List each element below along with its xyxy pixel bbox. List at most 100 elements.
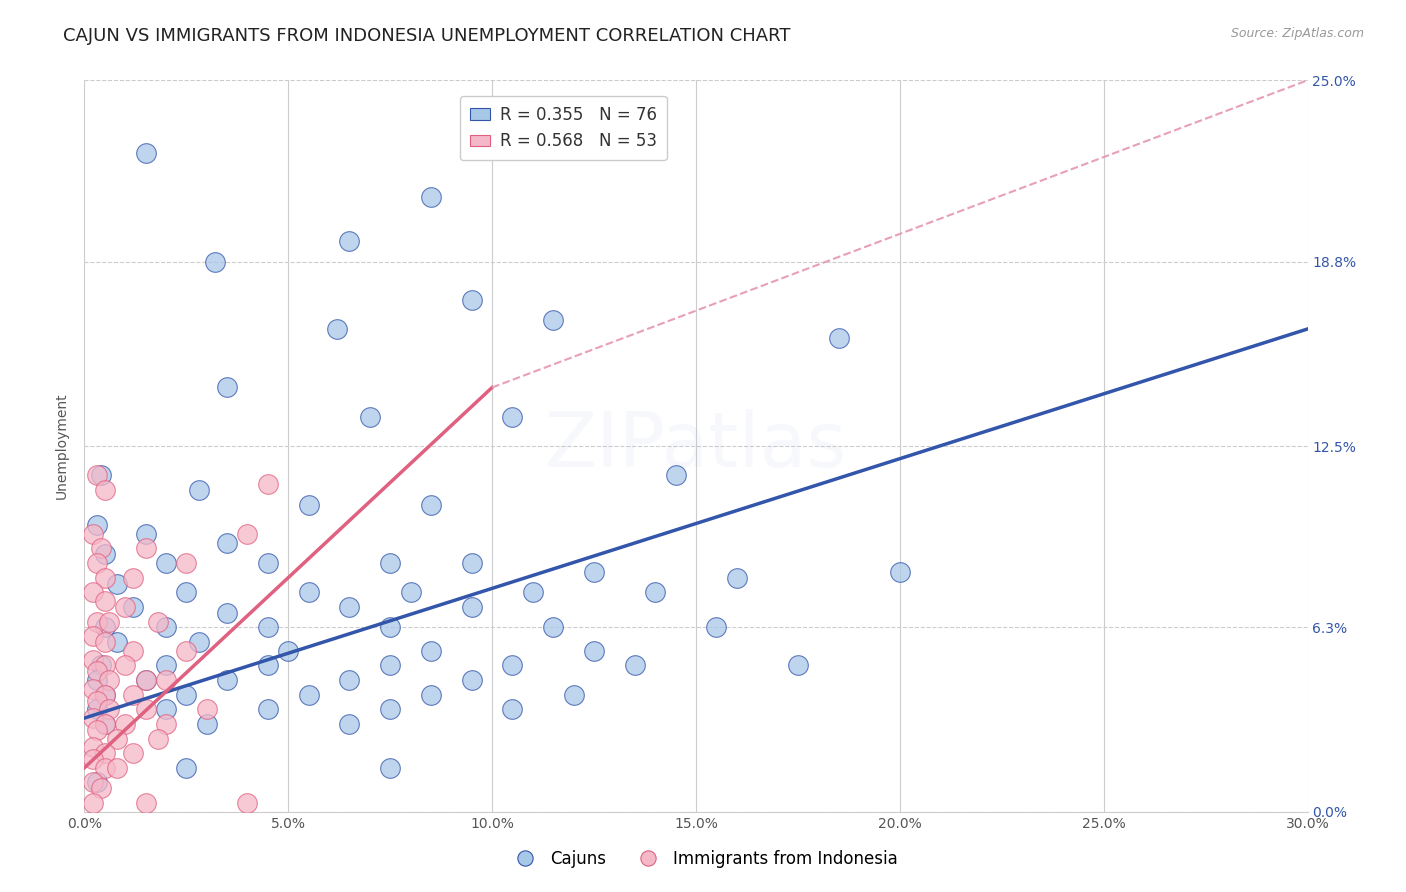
Point — [122, 644, 145, 658]
Point — [725, 571, 748, 585]
Legend: Cajuns, Immigrants from Indonesia: Cajuns, Immigrants from Indonesia — [502, 844, 904, 875]
Point — [86, 702, 108, 716]
Point — [93, 746, 115, 760]
Point — [122, 746, 145, 760]
Point — [217, 535, 239, 549]
Point — [359, 409, 381, 424]
Point — [187, 635, 209, 649]
Point — [502, 409, 524, 424]
Point — [298, 498, 321, 512]
Point — [624, 658, 647, 673]
Point — [155, 673, 177, 687]
Point — [146, 731, 169, 746]
Point — [86, 518, 108, 533]
Legend: R = 0.355   N = 76, R = 0.568   N = 53: R = 0.355 N = 76, R = 0.568 N = 53 — [460, 96, 666, 161]
Point — [93, 717, 115, 731]
Point — [82, 740, 104, 755]
Point — [236, 526, 259, 541]
Point — [217, 673, 239, 687]
Point — [380, 702, 402, 716]
Point — [93, 658, 115, 673]
Point — [420, 498, 443, 512]
Point — [155, 620, 177, 634]
Point — [787, 658, 810, 673]
Point — [93, 688, 115, 702]
Point — [86, 673, 108, 687]
Point — [122, 599, 145, 614]
Point — [204, 254, 226, 268]
Point — [105, 576, 128, 591]
Point — [86, 468, 108, 483]
Point — [399, 585, 422, 599]
Point — [97, 615, 120, 629]
Point — [665, 468, 688, 483]
Point — [298, 688, 321, 702]
Point — [93, 594, 115, 608]
Point — [135, 673, 157, 687]
Point — [82, 585, 104, 599]
Point — [114, 658, 136, 673]
Point — [174, 761, 197, 775]
Point — [461, 556, 484, 570]
Point — [90, 541, 112, 556]
Point — [86, 693, 108, 707]
Point — [706, 620, 728, 634]
Point — [146, 615, 169, 629]
Point — [82, 752, 104, 766]
Point — [93, 717, 115, 731]
Point — [522, 585, 544, 599]
Point — [82, 526, 104, 541]
Point — [339, 234, 361, 248]
Point — [257, 477, 280, 491]
Point — [135, 541, 157, 556]
Point — [90, 468, 112, 483]
Point — [380, 556, 402, 570]
Point — [187, 483, 209, 497]
Point — [122, 688, 145, 702]
Point — [90, 658, 112, 673]
Point — [114, 717, 136, 731]
Point — [82, 775, 104, 789]
Point — [93, 547, 115, 561]
Point — [93, 688, 115, 702]
Point — [277, 644, 299, 658]
Point — [105, 731, 128, 746]
Point — [461, 673, 484, 687]
Point — [236, 796, 259, 810]
Point — [583, 565, 606, 579]
Point — [105, 635, 128, 649]
Point — [82, 796, 104, 810]
Point — [257, 620, 280, 634]
Point — [86, 723, 108, 737]
Point — [420, 688, 443, 702]
Point — [339, 673, 361, 687]
Point — [86, 665, 108, 679]
Point — [155, 717, 177, 731]
Point — [86, 556, 108, 570]
Point — [339, 717, 361, 731]
Point — [155, 658, 177, 673]
Point — [257, 702, 280, 716]
Point — [298, 585, 321, 599]
Point — [217, 380, 239, 394]
Point — [217, 606, 239, 620]
Point — [174, 688, 197, 702]
Point — [93, 571, 115, 585]
Point — [502, 658, 524, 673]
Point — [380, 658, 402, 673]
Point — [135, 526, 157, 541]
Point — [155, 702, 177, 716]
Y-axis label: Unemployment: Unemployment — [55, 392, 69, 500]
Point — [380, 620, 402, 634]
Point — [174, 644, 197, 658]
Point — [420, 190, 443, 204]
Point — [82, 711, 104, 725]
Point — [543, 620, 565, 634]
Point — [135, 796, 157, 810]
Point — [82, 652, 104, 666]
Point — [420, 644, 443, 658]
Point — [562, 688, 585, 702]
Point — [326, 322, 349, 336]
Point — [93, 761, 115, 775]
Point — [257, 556, 280, 570]
